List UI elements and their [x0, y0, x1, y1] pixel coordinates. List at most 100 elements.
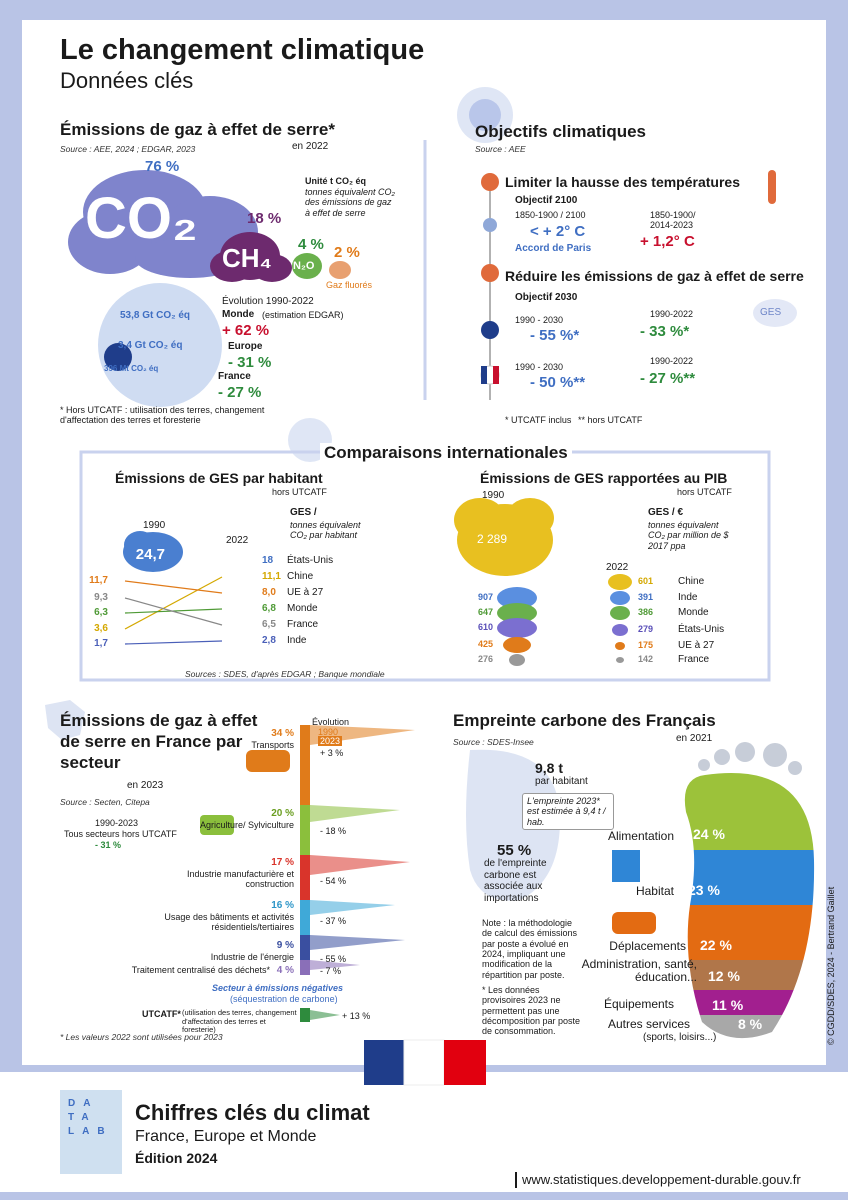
sector-bar — [300, 725, 310, 1022]
connector — [124, 580, 223, 594]
source: Source : Secten, Citepa — [60, 797, 150, 807]
unit-text: tonnes équivalent CO₂ par habitant — [290, 520, 361, 541]
gas-share: 2 % — [334, 244, 360, 261]
building-icon — [612, 850, 640, 882]
connector — [124, 576, 223, 630]
per-capita: 9,8 t — [535, 760, 564, 776]
target: < + 2° C — [530, 223, 586, 240]
unit-title: GES / € — [648, 507, 684, 518]
obs-period: 1850-1900/ 2014-2023 — [650, 210, 696, 231]
footnote: * Hors UTCATF : utilisation des terres, … — [60, 405, 265, 426]
toes — [698, 742, 802, 775]
share: 4 % — [276, 965, 294, 976]
note: Note : la méthodologie de calcul des émi… — [482, 918, 578, 980]
note: ** hors UTCATF — [578, 415, 643, 425]
country: UE à 27 — [287, 587, 324, 598]
section-title: Émissions de gaz à effet de serre* — [60, 120, 335, 139]
change: + 13 % — [342, 1011, 371, 1021]
year: en 2022 — [292, 141, 329, 152]
section-title: Comparaisons internationales — [320, 443, 572, 463]
tractor-icon — [200, 815, 234, 835]
region-total: 3,4 Gt CO₂ éq — [118, 340, 183, 351]
url: www.statistiques.developpement-durable.g… — [522, 1172, 801, 1187]
value-1990: 1,7 — [94, 638, 108, 649]
value-2022: 601 — [638, 576, 654, 586]
observed: - 33 %* — [640, 323, 690, 340]
sector-name: Transports — [251, 740, 294, 750]
n2o-cloud — [292, 253, 322, 279]
objective: Objectif 2030 — [515, 292, 578, 303]
globe — [98, 283, 222, 407]
subtitle: Données clés — [60, 68, 194, 93]
utcatf: UTCATF* — [142, 1009, 181, 1019]
year: 1990 — [143, 520, 166, 531]
year: 1990 — [482, 490, 505, 501]
change: - 7 % — [320, 966, 342, 976]
value-2022: 279 — [638, 624, 654, 634]
cover-text: DA — [68, 1098, 99, 1109]
change: - 31 % — [95, 840, 122, 850]
country: Monde — [678, 607, 709, 618]
negative-sub: (séquestration de carbone) — [230, 994, 338, 1004]
gas-share: 4 % — [298, 236, 324, 253]
goal-title: Réduire les émissions de gaz à effet de … — [505, 268, 804, 284]
value-1990: 907 — [478, 592, 494, 602]
connector — [124, 597, 223, 626]
country: France — [287, 619, 319, 630]
cover-text: TA — [68, 1112, 97, 1123]
imports-share: 55 % — [497, 842, 532, 859]
country: États-Unis — [287, 555, 334, 566]
value-1990: 2 289 — [477, 532, 508, 546]
footer-subtitle: France, Europe et Monde — [135, 1128, 317, 1145]
gas-share: 76 % — [145, 158, 180, 175]
section-title: Empreinte carbone des Français — [453, 711, 716, 730]
region-change: + 62 % — [222, 322, 270, 339]
label: Tous secteurs hors UTCATF — [64, 829, 177, 839]
share: 34 % — [271, 728, 294, 739]
value-2022: 2,8 — [262, 635, 276, 646]
post-share: 23 % — [688, 882, 720, 898]
value-2022: 6,8 — [262, 603, 276, 614]
post-share: 11 % — [712, 997, 744, 1013]
period: 1850-1900 / 2100 — [515, 210, 586, 220]
fr-flag — [481, 366, 487, 384]
region-name: France — [218, 371, 251, 382]
france-map — [45, 700, 85, 740]
country: États-Unis — [678, 624, 725, 635]
change: + 3 % — [320, 748, 344, 758]
period: 1990 - 2030 — [515, 315, 564, 325]
year: en 2021 — [676, 733, 713, 744]
observed: + 1,2° C — [640, 233, 695, 250]
change: - 37 % — [320, 916, 347, 926]
us-cloud — [123, 531, 183, 572]
section-title: Objectifs climatiques — [475, 122, 646, 141]
goal-icon — [481, 264, 499, 282]
legend: 1990 — [318, 727, 339, 737]
post-name: Déplacements — [609, 939, 686, 953]
value-2022: 8,0 — [262, 587, 276, 598]
year: 2022 — [606, 562, 629, 573]
country: France — [678, 654, 710, 665]
post-name: Équipements — [603, 997, 674, 1011]
value-2022: 386 — [638, 607, 654, 617]
share: 9 % — [276, 940, 294, 951]
eu-flag — [481, 321, 499, 339]
gdp-clouds — [497, 574, 632, 666]
unit-title: GES / — [290, 507, 317, 518]
year: en 2023 — [127, 780, 164, 791]
subtitle: hors UTCATF — [272, 487, 327, 497]
cover — [60, 1090, 122, 1174]
change: - 55 % — [320, 954, 347, 964]
share: 16 % — [271, 900, 294, 911]
fgas-cloud — [329, 261, 351, 279]
badge: GES — [760, 307, 782, 318]
share: 20 % — [271, 808, 294, 819]
negative-title: Secteur à émissions négatives — [212, 983, 344, 993]
sector-name: Traitement centralisé des déchets* — [131, 965, 270, 975]
credit: © CGDD/SDES, 2024 - Bertrand Gaillet — [826, 886, 836, 1045]
value-1990: 9,3 — [94, 592, 108, 603]
source: Source : SDES-Insee — [453, 737, 534, 747]
change: - 54 % — [320, 876, 347, 886]
logo — [364, 1040, 404, 1085]
